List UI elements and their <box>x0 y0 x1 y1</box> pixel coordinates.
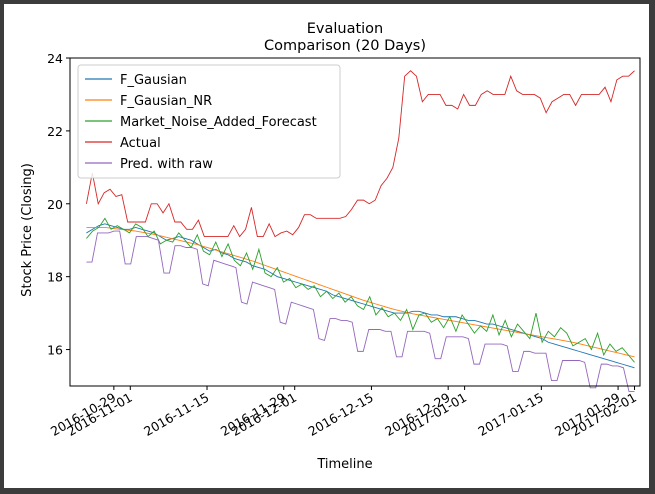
chart-subtitle: Comparison (20 Days) <box>264 38 426 54</box>
legend-label-2: Market_Noise_Added_Forecast <box>120 115 317 130</box>
legend: F_Gausian F_Gausian_NR Market_Noise_Added_… <box>77 64 341 179</box>
plot-area <box>69 57 641 387</box>
legend-label-3: Actual <box>120 136 161 151</box>
y-tick-label-0: 16 <box>47 343 63 358</box>
series-line-0 <box>86 223 635 369</box>
chart-title: Evaluation <box>307 21 384 37</box>
y-tick-label-4: 24 <box>47 51 63 66</box>
figure-frame: Evaluation Comparison (20 Days) Stock Pr… <box>4 4 649 488</box>
y-tick-label-1: 18 <box>47 270 63 285</box>
series-line-4 <box>86 230 635 392</box>
y-tick-label-2: 20 <box>47 197 63 212</box>
y-axis-label: Stock Price (Closing) <box>20 163 35 297</box>
legend-label-4: Pred. with raw <box>120 157 213 172</box>
x-tick-label-2: 2016-11-15 <box>141 390 211 439</box>
series-line-1 <box>86 227 635 358</box>
legend-box <box>77 64 341 179</box>
legend-label-0: F_Gausian <box>120 73 187 88</box>
y-tick-label-3: 22 <box>47 124 63 139</box>
series-line-3 <box>85 70 635 238</box>
chart: Evaluation Comparison (20 Days) Stock Pr… <box>20 21 641 472</box>
series-line-2 <box>86 217 635 363</box>
y-axis: 16 18 20 22 24 <box>47 51 70 358</box>
legend-label-1: F_Gausian_NR <box>120 94 212 109</box>
x-tick-label-8: 2017-01-15 <box>475 390 545 439</box>
series-lines <box>85 70 635 392</box>
x-axis-label: Timeline <box>316 457 372 472</box>
x-tick-label-5: 2016-12-15 <box>306 390 376 439</box>
